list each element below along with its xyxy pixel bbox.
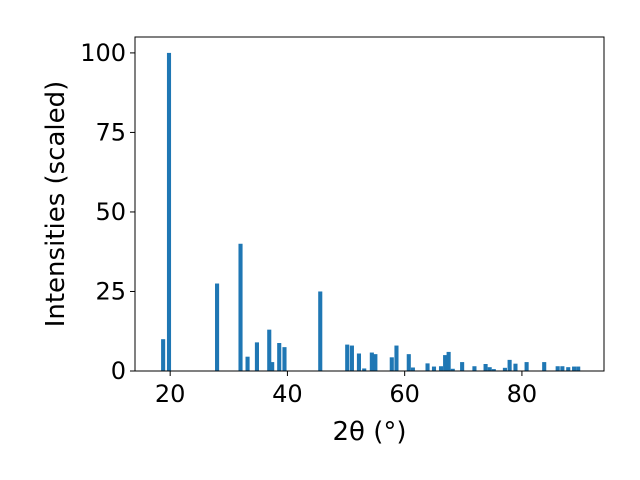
bar [245,356,250,371]
x-tick-label: 60 [389,380,420,408]
bar [438,366,444,371]
bar [394,345,399,371]
bar [410,367,415,371]
bar [373,354,378,371]
bar [254,342,259,371]
y-tick-label: 75 [95,118,126,146]
bar [446,351,451,371]
y-tick-label: 100 [80,39,126,67]
x-axis-label: 2θ (°) [332,417,406,447]
bar [425,363,430,371]
bar [566,367,571,371]
bar [513,363,518,371]
bar [267,329,272,371]
bar [161,339,166,371]
x-tick-label: 80 [507,380,538,408]
bar [443,355,448,371]
x-tick-label: 40 [272,380,303,408]
bar [472,366,477,371]
ticks-group: 20 40 60 80 0 25 50 75 100 [80,39,537,408]
bar [349,345,354,371]
bar [572,366,577,371]
bar [576,366,581,371]
bar [369,352,374,371]
plot-frame [134,36,605,372]
bar [166,52,172,372]
y-axis-label: Intensities (scaled) [41,81,71,328]
bar [460,362,465,371]
y-tick-label: 50 [95,198,126,226]
bar [282,347,287,371]
bar [560,366,565,371]
bar [487,367,492,371]
bar [215,283,220,371]
bar [389,357,394,371]
bar [542,362,547,371]
bar [431,366,437,371]
y-tick-label: 0 [111,357,126,385]
bar [507,359,512,371]
bar [491,369,496,371]
bar [483,364,488,371]
bar [362,368,367,371]
bar [450,368,455,371]
bar [356,353,361,371]
bar [555,366,560,371]
bar [270,362,275,371]
x-tick-label: 20 [155,380,186,408]
bars-group [161,52,581,372]
bar [277,343,282,371]
y-tick-label: 25 [95,277,126,305]
bar [502,367,507,371]
bar [238,243,243,371]
bar [345,344,350,371]
bar [318,291,323,371]
bar [406,354,411,371]
bar [524,362,529,371]
